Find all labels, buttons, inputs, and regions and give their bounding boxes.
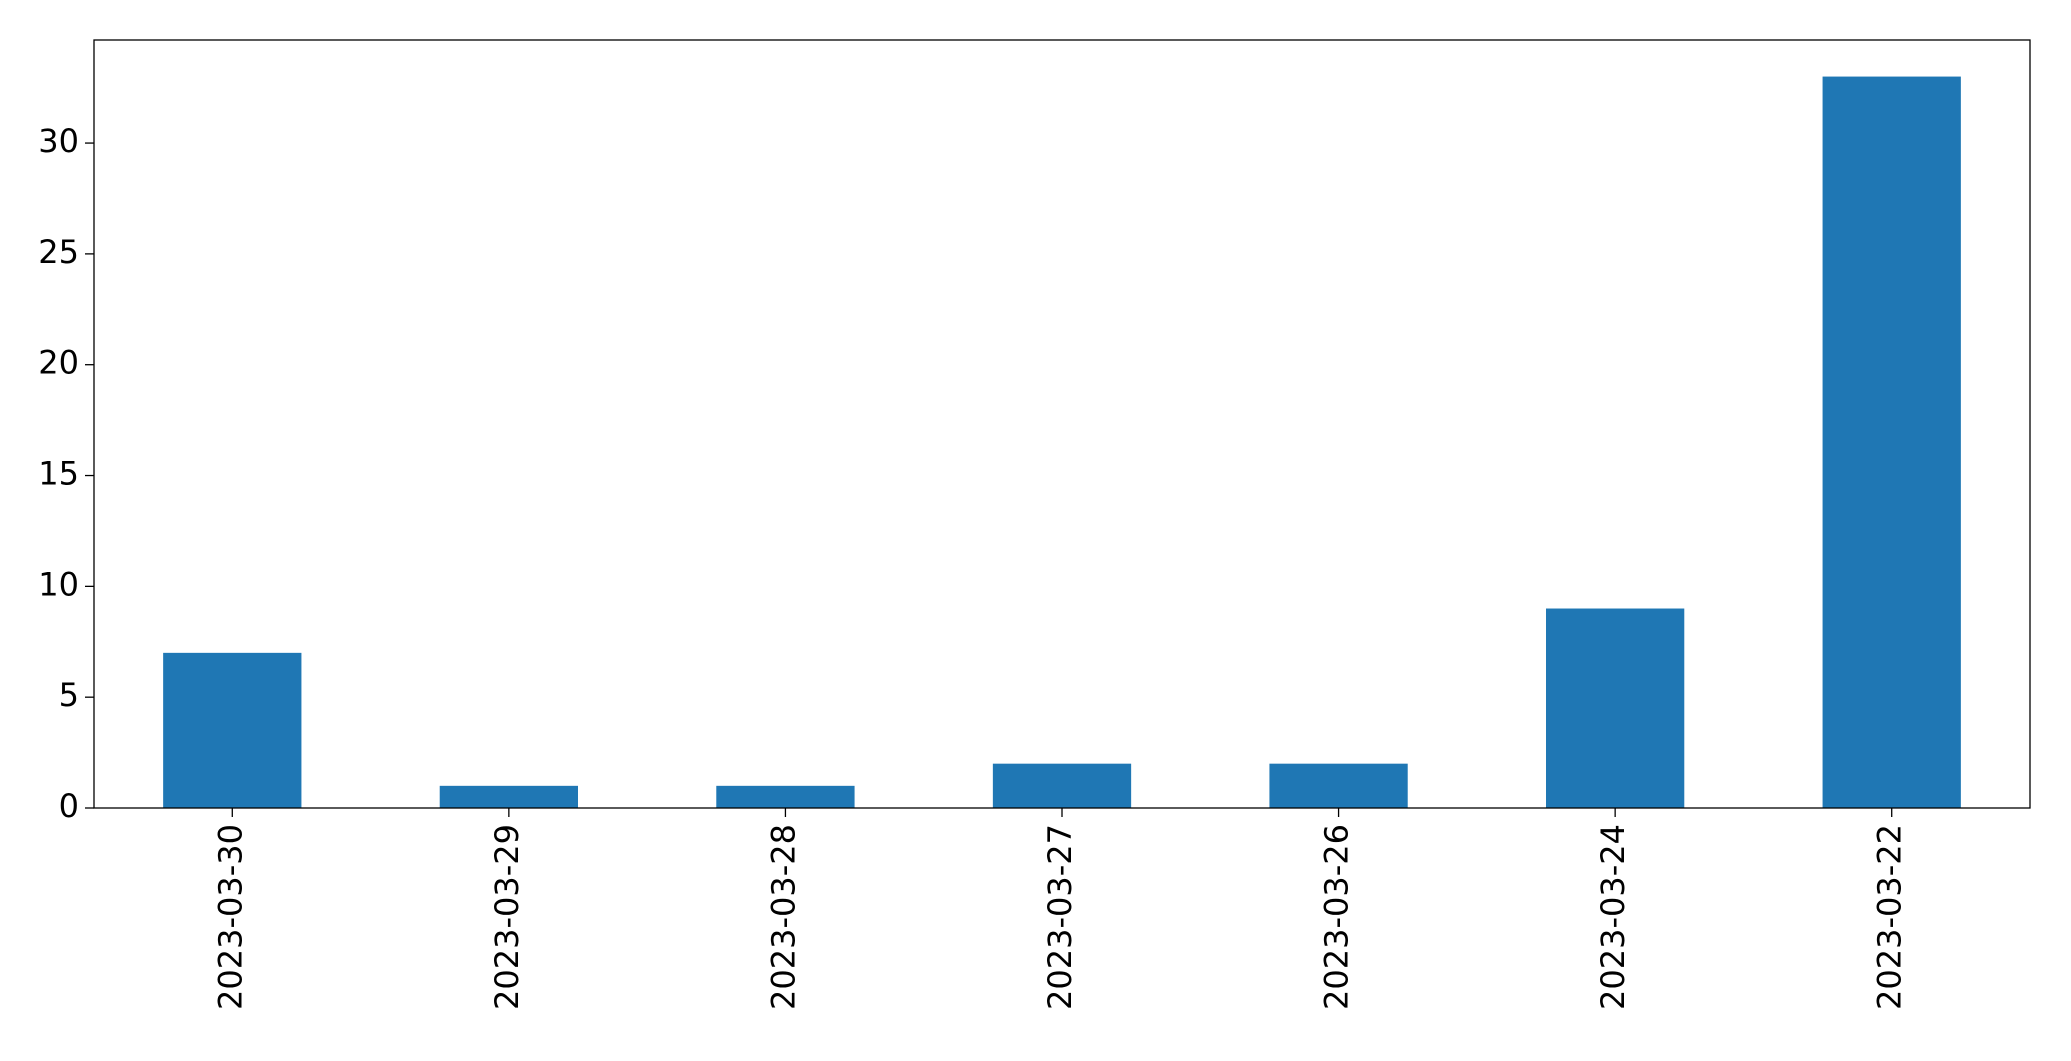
bar: [1269, 763, 1408, 808]
x-tick-label: 2023-03-26: [1318, 824, 1356, 1010]
y-tick-label: 5: [59, 676, 79, 714]
bar: [163, 652, 302, 808]
x-tick-label: 2023-03-27: [1041, 824, 1079, 1010]
y-tick-label: 0: [59, 787, 79, 825]
bar: [439, 785, 578, 808]
bar: [1546, 608, 1685, 808]
bar: [992, 763, 1132, 808]
y-tick-label: 10: [38, 565, 79, 603]
x-tick-label: 2023-03-24: [1594, 824, 1632, 1010]
x-tick-label: 2023-03-29: [488, 824, 526, 1010]
x-tick-label: 2023-03-30: [211, 824, 249, 1010]
x-tick-label: 2023-03-22: [1871, 824, 1909, 1010]
y-tick-label: 15: [38, 455, 79, 493]
bar: [1822, 76, 1961, 809]
plot-frame: [93, 39, 2031, 809]
x-tick-label: 2023-03-28: [764, 824, 802, 1010]
y-tick-label: 25: [38, 233, 79, 271]
bar: [716, 785, 855, 808]
y-tick-label: 20: [38, 344, 79, 382]
y-tick-label: 30: [38, 122, 79, 160]
